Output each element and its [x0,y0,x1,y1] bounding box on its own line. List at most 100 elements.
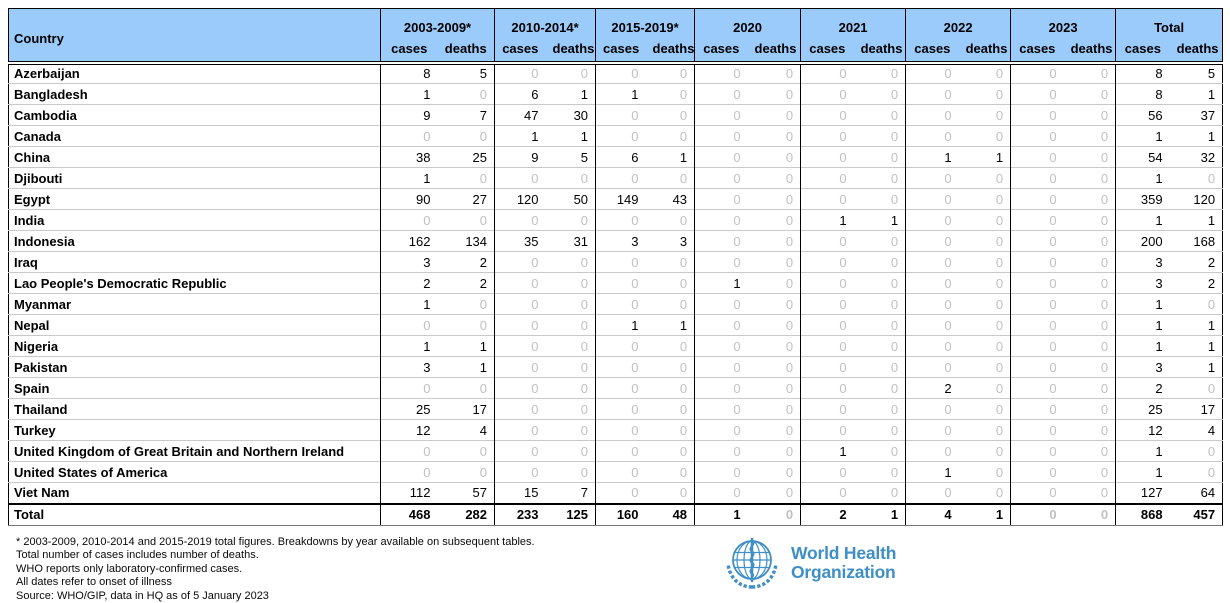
value-cell: 2 [1169,251,1223,273]
value-cell: 0 [595,251,646,273]
value-cell: 0 [595,293,646,315]
value-cell: 0 [380,440,438,462]
value-cell: 0 [800,335,854,357]
period-column-header: 2015-2019* [595,8,695,39]
value-cell: 0 [494,251,546,273]
period-column-header: 2023 [1010,8,1116,39]
cases-deaths-table-container: Country 2003-2009* 2010-2014* 2015-2019* 202… [8,8,1224,526]
value-cell: 0 [958,377,1011,399]
value-cell: 3 [380,356,438,378]
subcolumn-header: deaths [747,38,801,65]
value-cell: 0 [800,188,854,210]
value-cell: 0 [958,167,1011,189]
value-cell: 1 [645,314,695,336]
value-cell: 0 [645,482,695,504]
value-cell: 1 [545,83,596,105]
value-cell: 0 [853,293,906,315]
value-cell: 1 [595,314,646,336]
country-cell: Spain [8,377,381,399]
value-cell: 0 [958,440,1011,462]
value-cell: 0 [1010,398,1064,420]
value-cell: 162 [380,230,438,252]
header-row-groups: Country 2003-2009* 2010-2014* 2015-2019* 202… [8,8,1223,65]
value-cell: 200 [1115,230,1170,252]
value-cell: 0 [645,167,695,189]
value-cell: 0 [595,419,646,441]
who-logo-text: World Health Organization [791,544,896,581]
value-cell: 0 [694,62,748,84]
value-cell: 0 [437,314,495,336]
value-cell: 0 [595,104,646,126]
subcolumn-header: deaths [437,38,495,65]
value-cell: 54 [1115,146,1170,168]
country-cell: India [8,209,381,231]
value-cell: 0 [645,104,695,126]
value-cell: 1 [1115,461,1170,483]
value-cell: 12 [380,419,438,441]
value-cell: 0 [905,251,959,273]
value-cell: 17 [1169,398,1223,420]
value-cell: 0 [1063,482,1116,504]
value-cell: 1 [545,125,596,147]
value-cell: 0 [1010,440,1064,462]
value-cell: 0 [1063,83,1116,105]
value-cell: 359 [1115,188,1170,210]
value-cell: 0 [595,440,646,462]
value-cell: 0 [1063,440,1116,462]
who-logo: World Health Organization [722,533,896,593]
value-cell: 1 [694,272,748,294]
country-cell: Cambodia [8,104,381,126]
value-cell: 0 [747,293,801,315]
value-cell: 0 [1063,377,1116,399]
table-row: Turkey 12 4 0 0 0 0 0 0 0 0 0 0 0 0 12 4 [8,419,1223,441]
table-header: Country 2003-2009* 2010-2014* 2015-2019* 202… [8,8,1223,65]
subcolumn-header: deaths [1063,38,1116,65]
country-cell: Nigeria [8,335,381,357]
country-cell: Viet Nam [8,482,381,504]
value-cell: 1 [800,209,854,231]
value-cell: 0 [747,502,801,526]
value-cell: 0 [905,440,959,462]
table-row: Azerbaijan 8 5 0 0 0 0 0 0 0 0 0 0 0 0 8 5 [9,62,1223,84]
value-cell: 0 [1010,377,1064,399]
country-column-header: Country [8,8,381,65]
value-cell: 4 [905,502,959,526]
value-cell: 0 [1063,461,1116,483]
value-cell: 64 [1169,482,1223,504]
value-cell: 0 [800,83,854,105]
value-cell: 0 [1010,314,1064,336]
value-cell: 0 [905,335,959,357]
value-cell: 0 [694,419,748,441]
value-cell: 282 [437,502,495,526]
value-cell: 8 [380,62,438,84]
value-cell: 5 [1207,66,1216,82]
value-cell: 0 [545,461,596,483]
value-cell: 0 [800,377,854,399]
value-cell: 0 [645,398,695,420]
value-cell: 0 [645,209,695,231]
value-cell: 0 [437,377,495,399]
table-row: Nigeria 1 1 0 0 0 0 0 0 0 0 0 0 0 0 1 1 [8,335,1223,357]
value-cell: 0 [494,398,546,420]
value-cell: 0 [645,440,695,462]
value-cell: 1 [380,293,438,315]
value-cell: 0 [958,335,1011,357]
value-cell: 0 [853,482,906,504]
value-cell: 0 [853,125,906,147]
value-cell: 6 [595,146,646,168]
value-cell: 9 [380,104,438,126]
value-cell: 0 [747,461,801,483]
value-cell: 0 [437,167,495,189]
subcolumn-header: cases [1010,38,1064,65]
footnote-line: All dates refer to onset of illness [16,576,172,589]
table-row: Canada 0 0 1 1 0 0 0 0 0 0 0 0 0 0 1 1 [8,125,1223,147]
value-cell: 0 [679,66,688,82]
value-cell: 2 [905,377,959,399]
value-cell: 0 [1063,314,1116,336]
value-cell: 1 [595,83,646,105]
value-cell: 0 [905,125,959,147]
value-cell: 0 [545,398,596,420]
value-cell: 0 [595,167,646,189]
value-cell: 32 [1169,146,1223,168]
value-cell: 127 [1115,482,1170,504]
